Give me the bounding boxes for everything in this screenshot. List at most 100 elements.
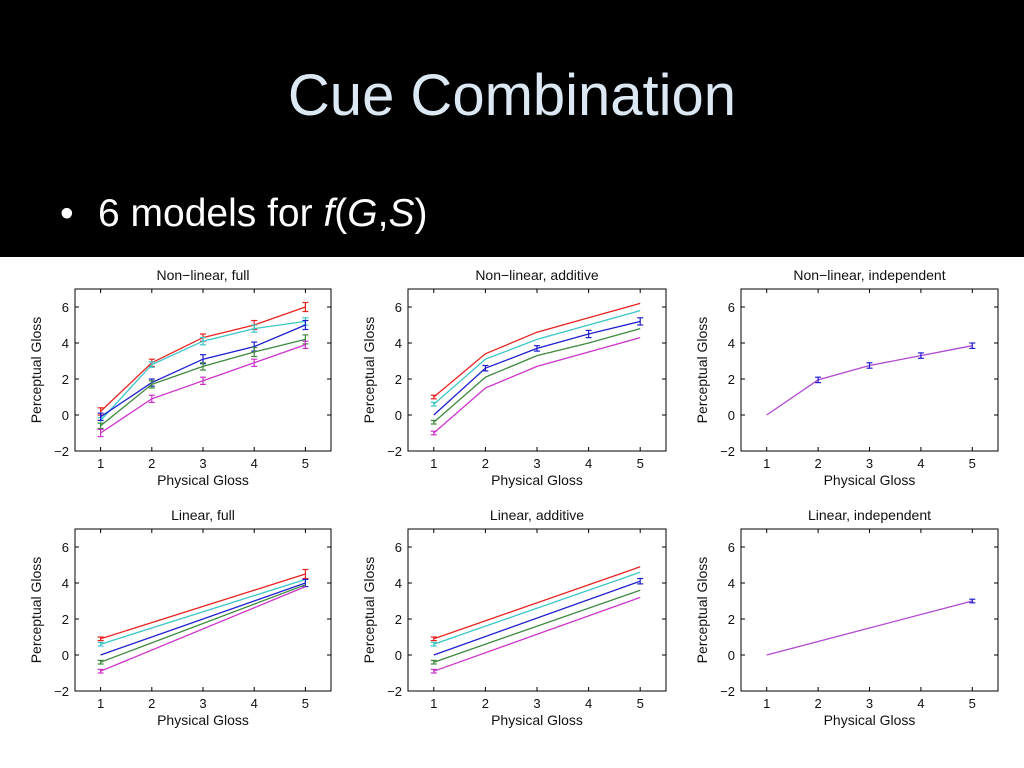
series-line-5 xyxy=(100,585,306,672)
y-axis-label: Perceptual Gloss xyxy=(28,557,44,664)
error-bar xyxy=(97,636,104,642)
y-tick-label: 2 xyxy=(728,372,735,387)
error-bar xyxy=(815,376,822,384)
series-line-3 xyxy=(433,580,641,656)
y-tick-label: 4 xyxy=(728,336,735,351)
x-tick-label: 5 xyxy=(637,696,644,711)
x-axis-label: Physical Gloss xyxy=(157,712,249,728)
y-tick-label: 4 xyxy=(728,576,735,591)
subplot-title: Linear, full xyxy=(171,507,235,523)
series-line-4 xyxy=(433,589,641,663)
x-tick-label: 2 xyxy=(482,456,489,471)
error-bar xyxy=(969,342,976,350)
subplot-4: 1 2 3 4 5 −2 0 2 4 6 Linear, full Physical Gloss Per… xyxy=(28,507,332,728)
x-tick-label: 3 xyxy=(199,456,206,471)
error-bar xyxy=(969,598,976,604)
x-tick-label: 3 xyxy=(866,696,873,711)
slide-title: Cue Combination xyxy=(287,63,737,128)
error-bar xyxy=(482,364,489,372)
error-bar xyxy=(430,419,437,425)
subplot-grid: 1 2 3 4 5 −2 0 2 4 6 Non−linear, full Physical Glos… xyxy=(28,267,999,728)
x-tick-label: 4 xyxy=(251,696,258,711)
x-tick-label: 4 xyxy=(917,696,924,711)
error-bar xyxy=(302,301,309,313)
y-axis-label: Perceptual Gloss xyxy=(694,557,710,664)
x-tick-label: 3 xyxy=(533,696,540,711)
subplot-3: 1 2 3 4 5 −2 0 2 4 6 Non−linear, independent Physic… xyxy=(694,267,999,488)
y-axis-label: Perceptual Gloss xyxy=(361,557,377,664)
subplot-6: 1 2 3 4 5 −2 0 2 4 6 Linear, independent Physical G… xyxy=(694,507,999,728)
error-bar xyxy=(430,401,437,407)
series-line-4 xyxy=(100,584,306,663)
y-tick-label: 0 xyxy=(62,408,69,423)
axes-box xyxy=(740,288,999,452)
y-tick-label: 0 xyxy=(728,408,735,423)
error-bar xyxy=(302,340,309,350)
error-bar xyxy=(251,358,258,368)
subplot-title: Non−linear, independent xyxy=(793,267,945,283)
y-tick-label: 0 xyxy=(62,648,69,663)
y-tick-label: 4 xyxy=(395,336,402,351)
x-tick-label: 4 xyxy=(917,456,924,471)
x-tick-label: 5 xyxy=(302,696,309,711)
error-bar xyxy=(97,428,104,438)
error-bar xyxy=(430,659,437,665)
error-bar xyxy=(97,641,104,647)
error-bar xyxy=(97,422,104,430)
x-tick-label: 1 xyxy=(97,696,104,711)
error-bar xyxy=(430,430,437,436)
error-bar xyxy=(200,376,206,386)
y-tick-label: 6 xyxy=(728,300,735,315)
subplot-title: Non−linear, additive xyxy=(475,267,599,283)
error-bar xyxy=(148,380,155,389)
y-tick-label: 4 xyxy=(395,576,402,591)
error-bar xyxy=(430,394,437,400)
y-tick-label: 6 xyxy=(728,540,735,555)
bullet-text: 6 models for xyxy=(98,192,324,235)
bullet-g: G xyxy=(347,192,378,235)
subplot-title: Non−linear, full xyxy=(156,267,249,283)
series-line-2 xyxy=(433,309,641,405)
error-bar xyxy=(200,336,206,346)
x-tick-label: 1 xyxy=(430,696,437,711)
axes-box xyxy=(407,528,667,692)
x-tick-label: 5 xyxy=(637,456,644,471)
series-line-2 xyxy=(433,571,641,645)
subplot-title: Linear, independent xyxy=(808,507,931,523)
y-tick-label: 2 xyxy=(395,612,402,627)
x-tick-label: 1 xyxy=(763,696,770,711)
y-tick-label: 6 xyxy=(395,540,402,555)
series-line-1 xyxy=(433,566,641,640)
x-tick-label: 4 xyxy=(251,456,258,471)
x-tick-label: 1 xyxy=(97,456,104,471)
y-tick-label: −2 xyxy=(387,684,402,699)
x-axis-label: Physical Gloss xyxy=(824,712,916,728)
y-tick-label: 2 xyxy=(62,612,69,627)
series-line-2 xyxy=(100,578,306,645)
axes-box xyxy=(740,528,999,692)
subplot-1: 1 2 3 4 5 −2 0 2 4 6 Non−linear, full Physical Glos… xyxy=(28,267,332,488)
x-tick-label: 2 xyxy=(814,696,821,711)
y-tick-label: 6 xyxy=(62,540,69,555)
y-tick-label: 6 xyxy=(395,300,402,315)
error-bar xyxy=(534,345,540,352)
series-line-5 xyxy=(433,596,641,672)
subplot-2: 1 2 3 4 5 −2 0 2 4 6 Non−linear, additive Physical … xyxy=(361,267,667,488)
x-tick-label: 4 xyxy=(585,696,592,711)
bullet-f: f xyxy=(323,192,335,235)
error-bar xyxy=(430,641,437,647)
y-tick-label: 4 xyxy=(62,336,69,351)
error-bar xyxy=(302,319,309,331)
series-line-1 xyxy=(433,302,641,398)
x-tick-label: 2 xyxy=(148,456,155,471)
error-bar xyxy=(866,362,873,369)
error-bar xyxy=(97,412,104,421)
y-tick-label: 4 xyxy=(62,576,69,591)
bullet-dot: • xyxy=(60,192,74,235)
bullet-comma: , xyxy=(377,192,389,235)
error-bar xyxy=(97,668,104,674)
bullet-item: • 6 models for f(G,S) xyxy=(60,190,427,238)
error-bar xyxy=(637,577,644,585)
x-tick-label: 2 xyxy=(482,696,489,711)
x-axis-label: Physical Gloss xyxy=(491,472,583,488)
